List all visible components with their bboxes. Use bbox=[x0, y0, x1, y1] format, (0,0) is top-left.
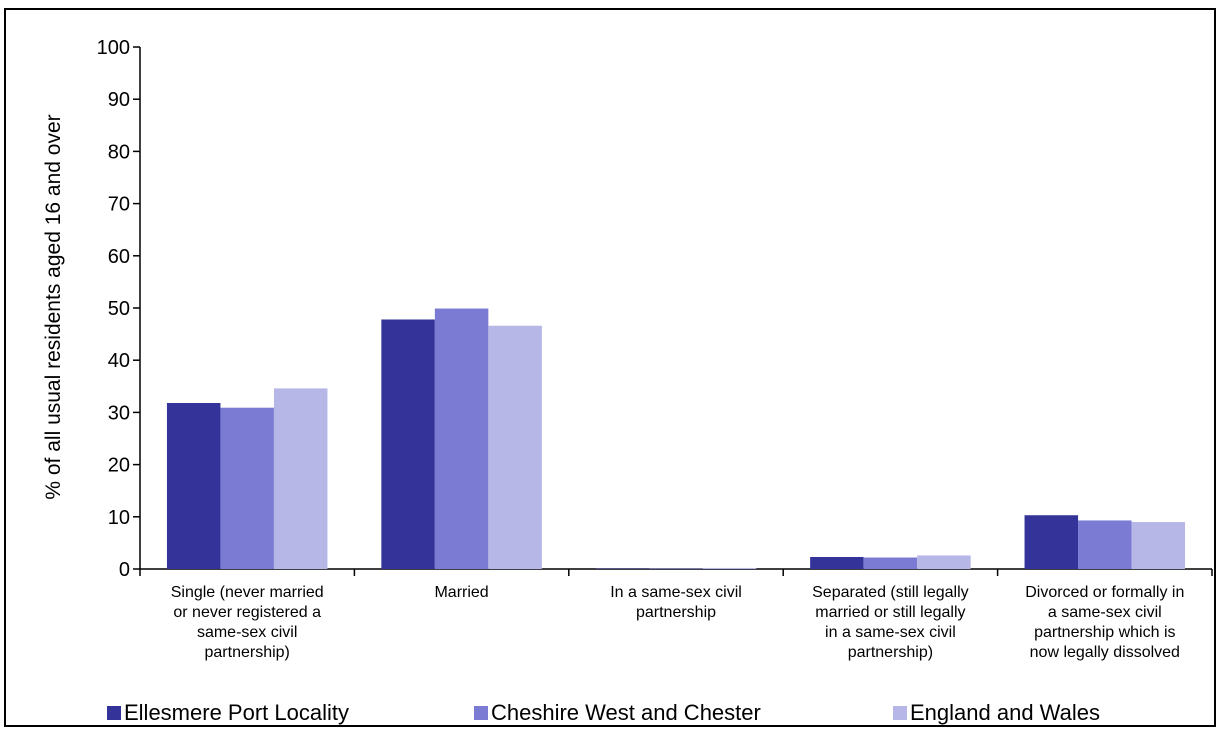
bar bbox=[488, 325, 542, 569]
y-tick-labels: 0 10 20 30 40 50 60 70 80 90 100 bbox=[97, 37, 130, 581]
category-label: now legally dissolved bbox=[1030, 644, 1180, 661]
category-label: married or still legally bbox=[815, 604, 965, 621]
y-tick-label: 70 bbox=[108, 194, 130, 216]
bar bbox=[917, 555, 971, 569]
y-tick-label: 100 bbox=[97, 37, 130, 59]
bar bbox=[273, 388, 328, 569]
bar bbox=[1078, 520, 1132, 569]
y-tick-label: 30 bbox=[108, 402, 130, 424]
y-tick-label: 80 bbox=[108, 141, 130, 163]
bar bbox=[595, 568, 650, 569]
category-label: In a same-sex civil bbox=[610, 584, 742, 601]
legend: Ellesmere Port Locality Cheshire West and… bbox=[107, 700, 1100, 725]
category-label: partnership) bbox=[848, 644, 933, 661]
category-label: or never registered a bbox=[173, 604, 321, 621]
category-label: Married bbox=[434, 584, 488, 601]
legend-label: Cheshire West and Chester bbox=[491, 700, 761, 725]
legend-swatch bbox=[893, 706, 907, 720]
bar bbox=[702, 567, 757, 569]
category-label: a same-sex civil bbox=[1048, 604, 1162, 621]
legend-label: England and Wales bbox=[910, 700, 1100, 725]
category-label: Separated (still legally bbox=[812, 584, 969, 601]
y-tick-label: 20 bbox=[108, 455, 130, 477]
chart-bars bbox=[166, 308, 1186, 569]
category-label: same-sex civil bbox=[197, 624, 297, 641]
bar bbox=[1024, 515, 1079, 569]
y-tick-label: 90 bbox=[108, 89, 130, 111]
bar bbox=[649, 568, 703, 569]
bar bbox=[220, 407, 274, 569]
bar bbox=[166, 403, 221, 569]
category-label: partnership which is bbox=[1034, 624, 1175, 641]
category-label: partnership) bbox=[205, 644, 290, 661]
category-label: partnership bbox=[636, 604, 716, 621]
category-labels: Single (never married or never registered… bbox=[171, 584, 1185, 661]
legend-swatch bbox=[107, 706, 121, 720]
y-axis-label: % of all usual residents aged 16 and ove… bbox=[42, 114, 65, 499]
bar bbox=[863, 557, 918, 569]
y-tick-label: 60 bbox=[108, 246, 130, 268]
category-label: in a same-sex civil bbox=[825, 624, 956, 641]
y-tick-label: 50 bbox=[108, 298, 130, 320]
y-tick-label: 10 bbox=[108, 507, 130, 529]
bar bbox=[381, 319, 435, 569]
legend-label: Ellesmere Port Locality bbox=[124, 700, 349, 725]
category-label: Single (never married bbox=[171, 584, 324, 601]
bar bbox=[1131, 522, 1186, 569]
bar bbox=[434, 308, 489, 569]
category-label: Divorced or formally in bbox=[1025, 584, 1184, 601]
y-tick-label: 40 bbox=[108, 350, 130, 372]
bar bbox=[810, 556, 864, 569]
y-tick-label: 0 bbox=[119, 559, 130, 581]
legend-swatch bbox=[474, 706, 488, 720]
chart-frame bbox=[4, 8, 1216, 727]
